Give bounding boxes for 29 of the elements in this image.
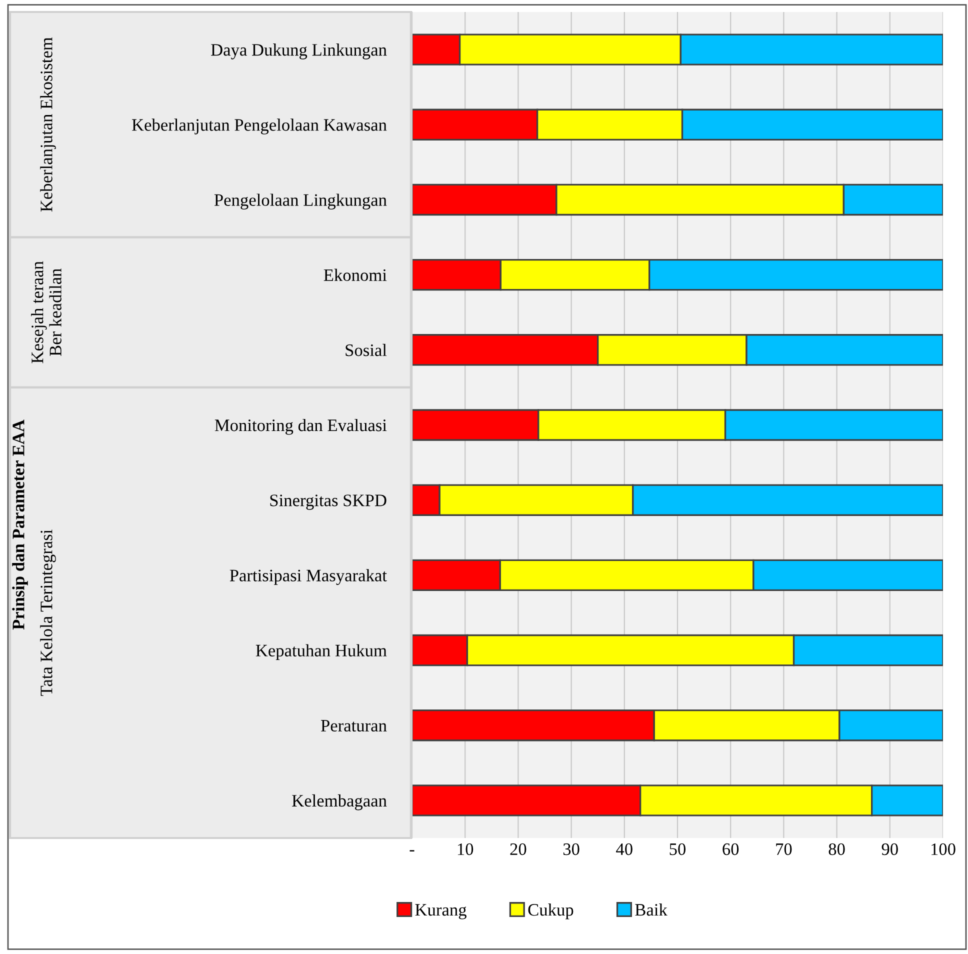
x-tick-label: 80: [828, 843, 845, 856]
x-tick-label: 60: [722, 843, 739, 856]
y-tick-label: Peraturan: [320, 720, 387, 732]
x-tick-label: 90: [882, 843, 898, 856]
x-tick-label: 40: [616, 843, 632, 856]
x-tick-label: -: [410, 850, 414, 852]
y-tick-label: Sosial: [346, 344, 387, 356]
y-tick-label: Monitoring dan Evaluasi: [214, 418, 387, 435]
y-tick-label: Kelembagaan: [292, 794, 387, 810]
y-tick-label: Ekonomi: [324, 268, 387, 282]
y-tick-label: Kepatuhan Hukum: [256, 644, 387, 660]
text: Kesejah teraan Ber keadilan: [31, 261, 62, 364]
y-tick-label: Keberlanjutan Pengelolaan Kawasan: [132, 118, 387, 134]
x-tick-label: 30: [563, 843, 580, 856]
legend-label: Kurang: [415, 904, 466, 920]
x-tick-label: 50: [670, 843, 686, 856]
x-tick-label: 20: [510, 843, 526, 856]
text: Keberlanjutan Ekosistem: [40, 37, 56, 212]
legend-label: Cukup: [528, 904, 574, 920]
text: Tata Kelola Terintegrasi: [40, 530, 56, 696]
legend-label: Baik: [635, 904, 668, 916]
x-tick-label: 70: [776, 843, 792, 856]
text: Prinsip dan Parameter EAA: [12, 420, 28, 630]
y-tick-label: Partisipasi Masyarakat: [230, 569, 387, 585]
x-tick-label: 10: [458, 843, 474, 856]
y-tick-label: Pengelolaan Lingkungan: [214, 194, 387, 210]
y-tick-label: Sinergitas SKPD: [270, 494, 386, 510]
y-tick-label: Daya Dukung Linkungan: [211, 44, 387, 60]
x-tick-label: 100: [932, 843, 956, 856]
